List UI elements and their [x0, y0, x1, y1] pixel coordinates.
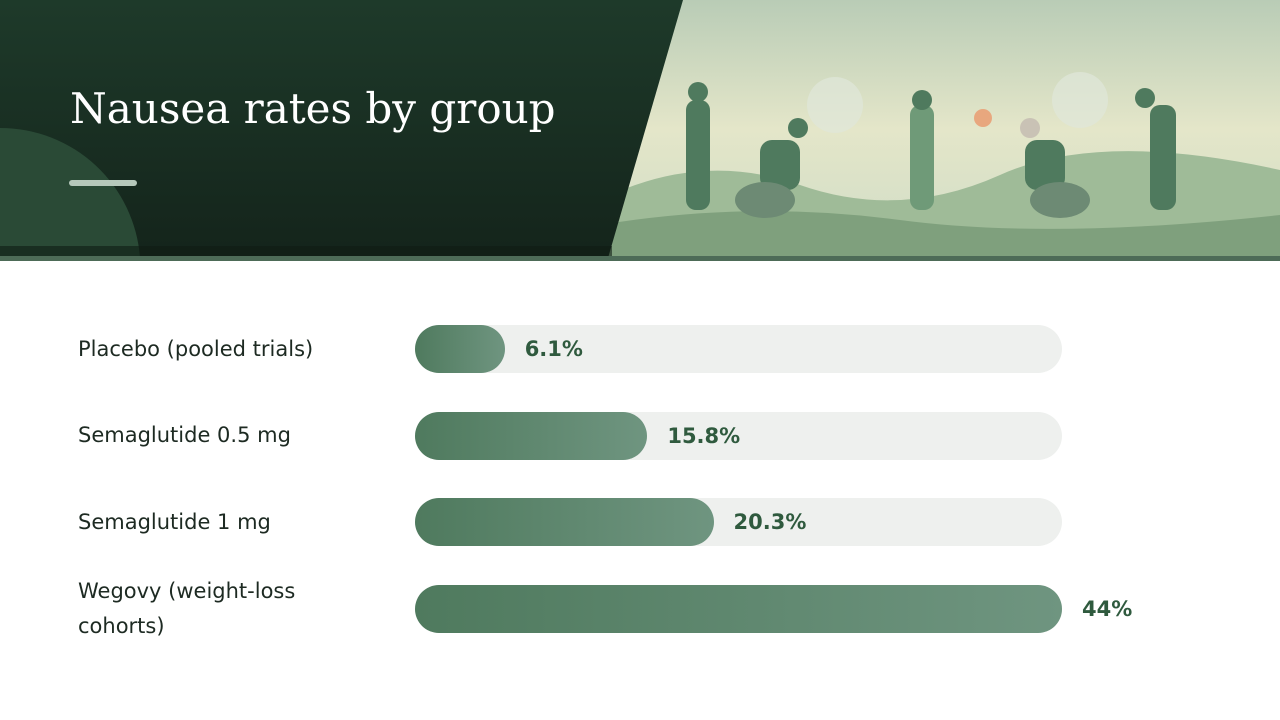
header-banner: [0, 0, 1280, 261]
bar-track: [415, 325, 1062, 373]
figures: [686, 82, 1176, 210]
value-label: 15.8%: [667, 423, 741, 448]
bar: [415, 585, 1062, 634]
bar: [415, 411, 648, 460]
category-label: Wegovy (weight-loss cohorts): [78, 579, 296, 639]
icon-bubble: [807, 77, 863, 133]
category-label: Semaglutide 1 mg: [78, 509, 271, 534]
hills: [600, 211, 1280, 258]
bar-chart: Placebo (pooled trials) 6.1% Semaglutide 0…: [0, 262, 1280, 720]
category-label: Placebo (pooled trials): [78, 336, 314, 361]
value-label: 20.3%: [733, 510, 807, 535]
icon-dot: [974, 109, 992, 127]
decor-circle: [0, 127, 140, 258]
header-rule: [0, 256, 1280, 261]
bar: [415, 498, 714, 547]
title-accent: [69, 180, 137, 186]
bar: [415, 325, 505, 373]
panel-shadow: [0, 246, 612, 258]
icon-bubble: [1052, 72, 1108, 128]
value-label: 6.1%: [524, 337, 583, 361]
title-panel: [0, 0, 683, 258]
chart-title: Nausea rates by group: [70, 84, 556, 133]
rock: [735, 182, 795, 218]
category-label: Semaglutide 0.5 mg: [78, 423, 291, 448]
rock: [1030, 182, 1090, 218]
value-label: 44%: [1082, 597, 1133, 622]
